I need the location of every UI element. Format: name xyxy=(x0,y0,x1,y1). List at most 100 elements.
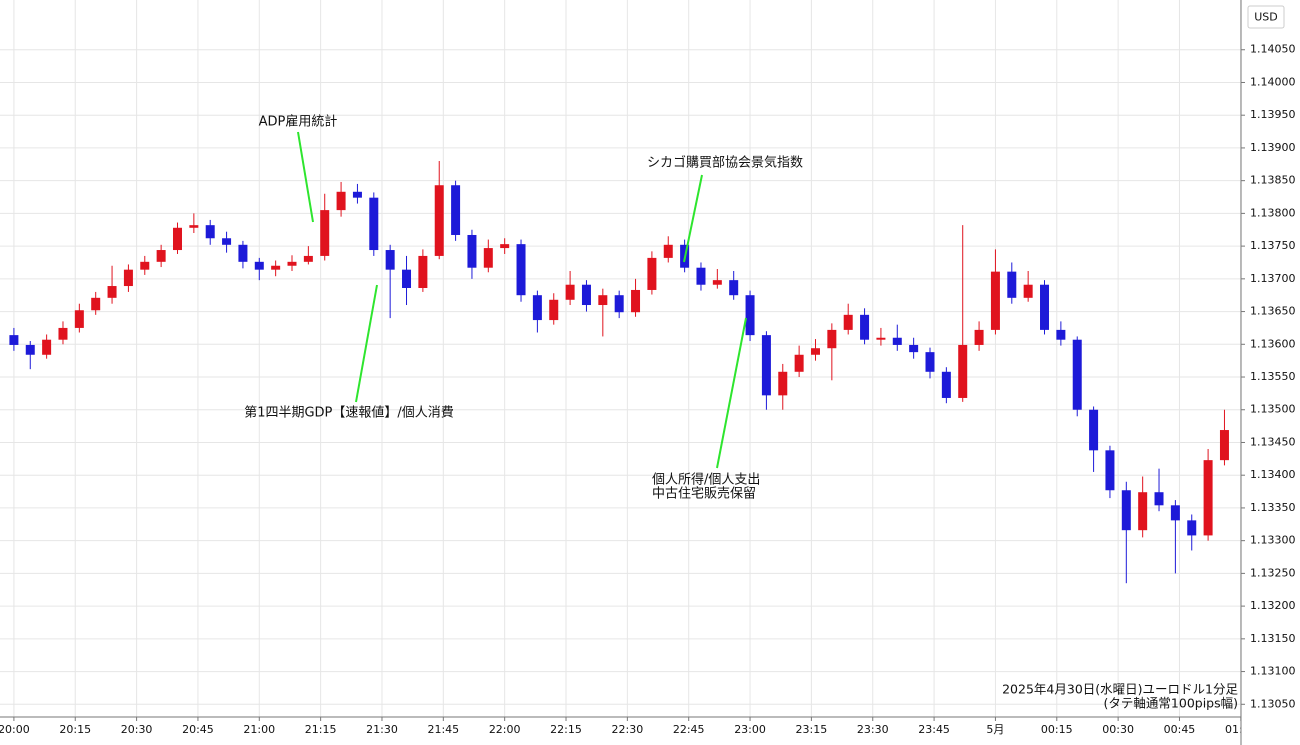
y-tick-label: 1.13600 xyxy=(1250,337,1296,350)
candle-body xyxy=(9,335,19,345)
candle-body xyxy=(974,329,984,345)
annotation: 第1四半期GDP【速報値】/個人消費 xyxy=(244,405,454,421)
x-tick-label: 23:15 xyxy=(796,723,828,736)
candle-body xyxy=(549,299,559,321)
candle-body xyxy=(42,339,52,355)
y-tick-label: 1.13700 xyxy=(1250,272,1296,285)
x-tick-label: 21:45 xyxy=(427,723,459,736)
candle-body xyxy=(631,289,641,313)
candle-body xyxy=(1121,490,1131,531)
annotation-line xyxy=(683,174,703,263)
candle-body xyxy=(745,295,755,336)
x-tick-label: 00:15 xyxy=(1041,723,1073,736)
annotation-line xyxy=(716,317,747,469)
candle-body xyxy=(696,267,706,285)
x-tick-label: 5月 xyxy=(986,723,1004,736)
y-tick-label: 1.14000 xyxy=(1250,75,1296,88)
annotation: ADP雇用統計 xyxy=(259,114,338,130)
candle-body xyxy=(385,250,395,270)
candle-body xyxy=(303,255,313,262)
candle-body xyxy=(516,244,526,296)
candle-body xyxy=(156,250,166,262)
candle-body xyxy=(729,280,739,296)
x-tick-label: 22:30 xyxy=(612,723,644,736)
candle-body xyxy=(320,210,330,256)
y-tick-label: 1.13350 xyxy=(1250,501,1296,514)
x-tick-label: 21:00 xyxy=(243,723,275,736)
y-tick-label: 1.13900 xyxy=(1250,141,1296,154)
candle-body xyxy=(990,271,1000,330)
candle-body xyxy=(1154,492,1164,506)
candle-body xyxy=(238,244,248,262)
candle-body xyxy=(876,337,886,340)
candle-body xyxy=(1219,430,1229,461)
candle-body xyxy=(222,238,232,245)
candle-body xyxy=(74,310,84,328)
x-tick-label: 22:15 xyxy=(550,723,582,736)
candle-body xyxy=(352,191,362,198)
candle-body xyxy=(189,225,199,228)
x-tick-label: 22:45 xyxy=(673,723,705,736)
candle-body xyxy=(1170,505,1180,521)
candle-body xyxy=(205,225,215,239)
y-tick-label: 1.13850 xyxy=(1250,174,1296,187)
candle-body xyxy=(25,344,35,355)
y-tick-label: 1.14050 xyxy=(1250,43,1296,56)
candle-body xyxy=(532,295,542,321)
y-tick-label: 1.13050 xyxy=(1250,697,1296,710)
y-tick-label: 1.13150 xyxy=(1250,632,1296,645)
y-tick-label: 1.13800 xyxy=(1250,206,1296,219)
candle-body xyxy=(1007,271,1017,298)
x-tick-label: 23:45 xyxy=(918,723,950,736)
axis-panel xyxy=(1241,0,1300,745)
candle-body xyxy=(254,261,264,270)
x-tick-labels: 20:00 20:15 20:30 20:45 21:00 21:15 21:30 21:45… xyxy=(0,717,1257,736)
x-tick-label: 20:30 xyxy=(121,723,153,736)
candle-body xyxy=(1056,329,1066,340)
candle-body xyxy=(1138,492,1148,531)
candle-body xyxy=(663,244,673,258)
y-tick-label: 1.13450 xyxy=(1250,435,1296,448)
candle-body xyxy=(483,248,493,268)
chart-note: (タテ軸通常100pips幅) xyxy=(1104,696,1238,711)
candle-body xyxy=(287,261,297,266)
candle-body xyxy=(1040,284,1050,330)
candle-body xyxy=(58,327,68,340)
annotation: 中古住宅販売保留 xyxy=(652,486,756,502)
candle-body xyxy=(418,255,428,288)
candle-body xyxy=(909,344,919,353)
candle-body xyxy=(810,348,820,355)
candle-body xyxy=(565,284,575,300)
candle-body xyxy=(500,244,510,249)
y-tick-label: 1.13650 xyxy=(1250,305,1296,318)
candle-body xyxy=(843,314,853,330)
y-tick-label: 1.13400 xyxy=(1250,468,1296,481)
candle-body xyxy=(1105,450,1115,491)
candle-body xyxy=(467,234,477,268)
candle-body xyxy=(1187,520,1197,536)
candle-body xyxy=(778,371,788,396)
x-tick-label: 23:30 xyxy=(857,723,889,736)
x-tick-label: 20:45 xyxy=(182,723,214,736)
candle-body xyxy=(941,371,951,398)
candle-body xyxy=(434,185,444,256)
x-tick-label: 20:15 xyxy=(59,723,91,736)
candle-body xyxy=(172,227,182,251)
candle-body xyxy=(140,261,150,270)
candle-body xyxy=(451,185,461,235)
y-tick-label: 1.13250 xyxy=(1250,566,1296,579)
x-tick-label: 22:00 xyxy=(489,723,521,736)
x-tick-label: 21:15 xyxy=(305,723,337,736)
candle-body xyxy=(123,269,133,287)
y-tick-label: 1.13750 xyxy=(1250,239,1296,252)
candle-body xyxy=(892,337,902,345)
candle-body xyxy=(1023,284,1033,298)
annotation-line xyxy=(355,284,378,403)
chart-note: 2025年4月30日(水曜日)ユーロドル1分足 xyxy=(1002,682,1238,697)
candle-body xyxy=(712,280,722,285)
candle-body xyxy=(614,295,624,313)
candle-body xyxy=(647,257,657,290)
candle-body xyxy=(369,197,379,251)
x-tick-label: 20:00 xyxy=(0,723,30,736)
